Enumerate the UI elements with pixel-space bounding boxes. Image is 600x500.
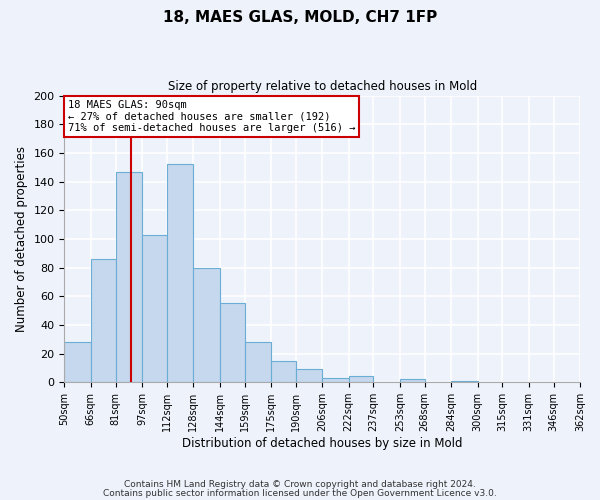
Text: Contains HM Land Registry data © Crown copyright and database right 2024.: Contains HM Land Registry data © Crown c…: [124, 480, 476, 489]
Bar: [64, 342, 91, 382]
Bar: [167, 164, 193, 382]
Bar: [322, 378, 349, 382]
Text: 18, MAES GLAS, MOLD, CH7 1FP: 18, MAES GLAS, MOLD, CH7 1FP: [163, 10, 437, 25]
Text: Contains public sector information licensed under the Open Government Licence v3: Contains public sector information licen…: [103, 490, 497, 498]
Y-axis label: Number of detached properties: Number of detached properties: [15, 146, 28, 332]
Title: Size of property relative to detached houses in Mold: Size of property relative to detached ho…: [167, 80, 477, 93]
Bar: [271, 360, 296, 382]
Bar: [245, 342, 271, 382]
Bar: [296, 370, 322, 382]
Bar: [193, 268, 220, 382]
Bar: [91, 259, 116, 382]
Bar: [116, 172, 142, 382]
Bar: [142, 234, 167, 382]
Bar: [400, 380, 425, 382]
X-axis label: Distribution of detached houses by size in Mold: Distribution of detached houses by size …: [182, 437, 463, 450]
Text: 18 MAES GLAS: 90sqm
← 27% of detached houses are smaller (192)
71% of semi-detac: 18 MAES GLAS: 90sqm ← 27% of detached ho…: [68, 100, 355, 133]
Bar: [220, 304, 245, 382]
Bar: [451, 381, 478, 382]
Bar: [349, 376, 373, 382]
